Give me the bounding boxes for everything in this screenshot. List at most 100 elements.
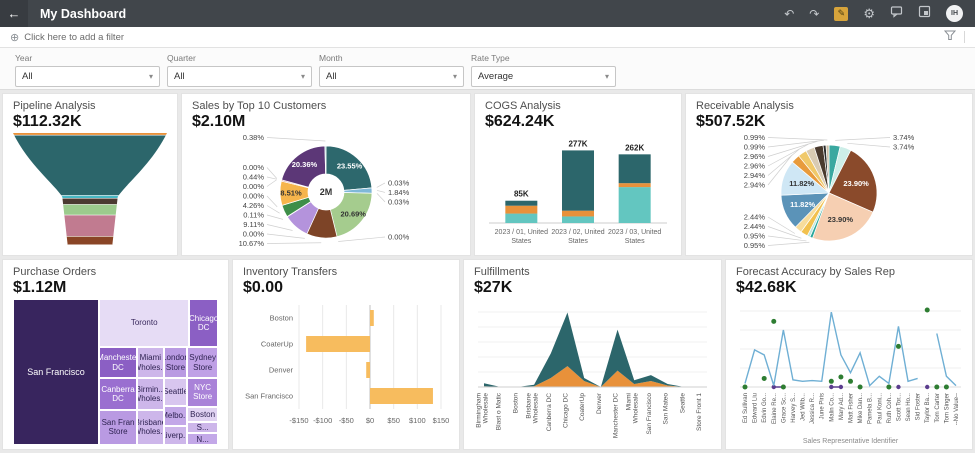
svg-text:0.95%: 0.95% — [744, 241, 766, 250]
divider — [964, 31, 965, 43]
panel-forecast-accuracy: Forecast Accuracy by Sales Rep $42.68K E… — [725, 259, 973, 450]
svg-text:2.94%: 2.94% — [744, 181, 766, 190]
svg-text:Wholesale: Wholesale — [483, 393, 490, 424]
panel-title: COGS Analysis — [485, 100, 561, 112]
chevron-down-icon: ▾ — [148, 72, 153, 81]
add-filter-button[interactable]: Click here to add a filter — [24, 31, 125, 43]
purchase-treemap-chart[interactable]: San Francisco Toronto Chicago DC Manchester… — [13, 299, 218, 445]
treemap-cell[interactable]: San Fran Store — [99, 409, 138, 445]
treemap-cell[interactable]: N... — [187, 433, 218, 445]
treemap-cell[interactable]: Canberra DC — [99, 377, 138, 410]
treemap-cell[interactable]: S... — [187, 421, 218, 434]
svg-text:States: States — [625, 238, 645, 245]
svg-text:Scott Tor...: Scott Tor... — [896, 393, 902, 422]
panel-inventory-transfers: Inventory Transfers $0.00 -$150 -$100 -$50… — [232, 259, 460, 450]
svg-text:Brisbane: Brisbane — [526, 393, 533, 419]
svg-text:Wholesale: Wholesale — [533, 393, 540, 424]
svg-text:3.74%: 3.74% — [893, 143, 915, 152]
rate-type-select[interactable]: Average ▾ — [471, 66, 616, 87]
svg-text:2M: 2M — [320, 187, 333, 197]
sales-donut-chart[interactable]: 23.55% 20.69% 8.51% 20.36% 0.38% 0.00% 0.44% 0.… — [192, 133, 460, 255]
pipeline-funnel-chart[interactable] — [13, 133, 167, 250]
svg-text:2.44%: 2.44% — [744, 213, 766, 222]
svg-text:Birmingham: Birmingham — [476, 393, 483, 428]
settings-icon[interactable]: ⚙ — [863, 6, 875, 21]
svg-text:2023 / 01, United: 2023 / 01, United — [495, 229, 548, 236]
treemap-cell[interactable]: Miami Wholes... — [137, 347, 164, 378]
redo-icon[interactable]: ↷ — [809, 6, 820, 21]
svg-text:2023 / 03, United: 2023 / 03, United — [608, 229, 661, 236]
undo-icon[interactable]: ↶ — [784, 6, 795, 21]
quarter-select[interactable]: All ▾ — [167, 66, 312, 87]
panel-title: Pipeline Analysis — [13, 100, 96, 112]
treemap-cell[interactable]: Manchester DC — [99, 347, 138, 378]
svg-text:Jed Wilb...: Jed Wilb... — [801, 393, 807, 421]
quarter-value: All — [174, 71, 185, 82]
svg-text:Taylor Ba...: Taylor Ba... — [925, 393, 931, 423]
svg-text:8.51%: 8.51% — [280, 188, 302, 197]
treemap-cell[interactable]: Melbo... — [163, 405, 188, 427]
svg-text:Blast o Matic: Blast o Matic — [496, 392, 503, 430]
svg-text:Grace Sc...: Grace Sc... — [781, 393, 787, 423]
forecast-line-chart[interactable]: Ed Sullivan Edward Liu Edvin Go... Elaine R… — [736, 299, 962, 449]
svg-text:2.96%: 2.96% — [744, 162, 766, 171]
page-title: My Dashboard — [40, 6, 127, 21]
svg-text:Sean Ho...: Sean Ho... — [906, 393, 912, 422]
inventory-hbar-chart[interactable]: -$150 -$100 -$50 $0 $50 $100 $150 Boston CoaterU… — [243, 299, 449, 444]
receivable-pie-chart[interactable]: 23.90% 23.90% 11.82% 11.82% 0.99% 0.99% 2.96% 2… — [696, 133, 962, 255]
panel-receivable-analysis: Receivable Analysis $507.52K 23.90% 23.90… — [685, 93, 973, 256]
panel-value: $112.32K — [13, 113, 82, 130]
svg-text:1.84%: 1.84% — [388, 188, 410, 197]
filter-icon[interactable] — [943, 30, 957, 44]
panel-pipeline-analysis: Pipeline Analysis $112.32K — [2, 93, 178, 256]
svg-text:Denver: Denver — [269, 366, 294, 375]
svg-text:Mary Ad...: Mary Ad... — [839, 393, 845, 420]
treemap-cell[interactable]: Boston — [187, 407, 218, 422]
panel-title: Fulfillments — [474, 266, 530, 278]
treemap-cell[interactable]: Seattle — [163, 377, 188, 406]
panel-title: Inventory Transfers — [243, 266, 338, 278]
svg-text:Matt Fisher: Matt Fisher — [849, 393, 855, 423]
back-button[interactable]: ← — [0, 0, 28, 27]
svg-text:Tom Singer: Tom Singer — [944, 393, 950, 423]
svg-text:11.82%: 11.82% — [789, 179, 814, 188]
treemap-cell[interactable]: Liverp... — [163, 426, 188, 445]
svg-text:Wholesale: Wholesale — [633, 393, 640, 424]
treemap-cell[interactable]: Toronto — [99, 299, 190, 348]
month-select[interactable]: All ▾ — [319, 66, 464, 87]
svg-text:$0: $0 — [366, 416, 374, 425]
open-window-icon[interactable] — [918, 5, 931, 23]
svg-text:23.90%: 23.90% — [843, 179, 869, 188]
avatar[interactable]: IH — [946, 5, 963, 22]
treemap-cell[interactable]: NYC Store — [187, 377, 218, 408]
svg-text:0.99%: 0.99% — [744, 133, 766, 142]
filter-row: Year All ▾ Quarter All ▾ Month All ▾ Rat… — [0, 48, 975, 90]
panel-value: $2.10M — [192, 113, 246, 130]
svg-text:262K: 262K — [625, 143, 644, 152]
filter-rate-type: Rate Type Average ▾ — [471, 53, 616, 89]
svg-text:277K: 277K — [568, 139, 587, 148]
add-filter-bar: ⊕ Click here to add a filter — [0, 27, 975, 48]
comments-icon[interactable] — [890, 5, 903, 23]
svg-text:States: States — [511, 238, 531, 245]
treemap-cell[interactable]: Chicago DC — [189, 299, 218, 348]
treemap-cell[interactable]: Birmin... Wholes... — [137, 377, 164, 410]
treemap-cell[interactable]: Brisbane Wholes... — [137, 409, 164, 445]
filter-label: Month — [319, 53, 343, 63]
treemap-cell[interactable]: San Francisco — [13, 299, 100, 445]
cogs-bar-chart[interactable]: 85K 2023 / 01, United States 277K 2023 / 02,… — [485, 133, 671, 254]
svg-text:9.11%: 9.11% — [243, 220, 264, 229]
fulfillments-area-chart[interactable]: Birmingham Wholesale Blast o Matic Boston Br… — [474, 299, 711, 449]
svg-text:Edvin Go...: Edvin Go... — [762, 393, 768, 423]
year-select[interactable]: All ▾ — [15, 66, 160, 87]
svg-text:Jessica R...: Jessica R... — [810, 393, 816, 424]
edit-icon[interactable]: ✎ — [834, 6, 849, 21]
svg-text:$100: $100 — [409, 416, 426, 425]
svg-text:Mike Dan...: Mike Dan... — [858, 393, 864, 424]
svg-text:Harvey S...: Harvey S... — [791, 393, 797, 423]
treemap-cell[interactable]: London Store — [163, 347, 188, 378]
treemap-cell[interactable]: Sydney Store — [187, 347, 218, 378]
panel-title: Forecast Accuracy by Sales Rep — [736, 266, 895, 278]
panel-value: $42.68K — [736, 279, 797, 296]
panel-value: $624.24K — [485, 113, 555, 130]
